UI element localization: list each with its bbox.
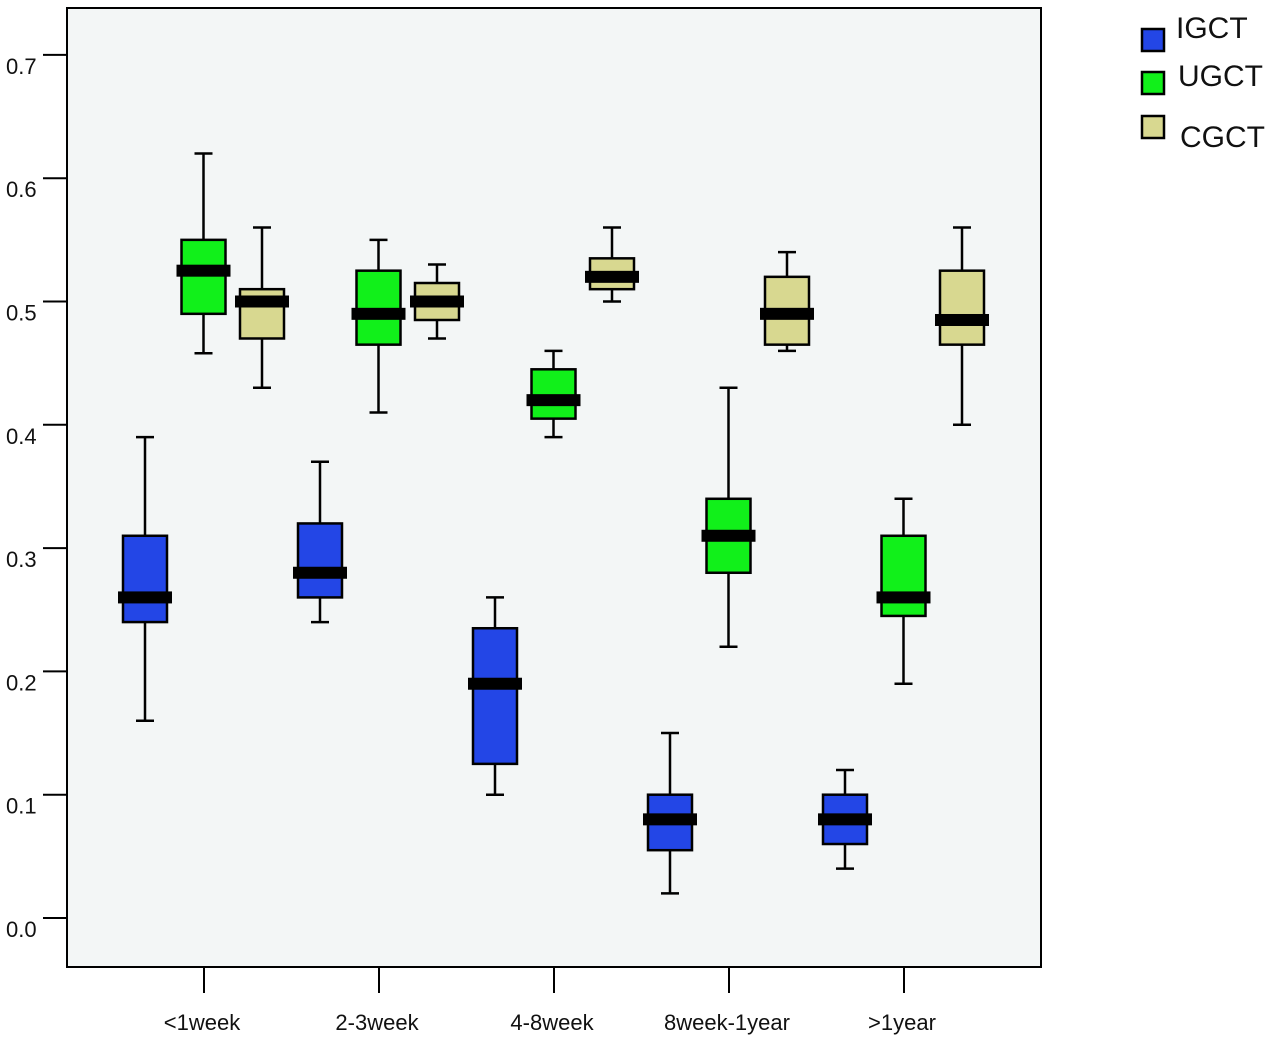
y-tick-label: 0.4 — [6, 424, 37, 449]
iqr-box — [180, 238, 227, 316]
legend-item-igct: IGCT — [1140, 12, 1248, 53]
box-ugct-3 — [526, 349, 581, 439]
legend-label: UGCT — [1178, 60, 1263, 93]
legend-item-ugct: UGCT — [1140, 60, 1263, 96]
median-bar — [876, 591, 931, 604]
y-tick-label: 0.6 — [6, 177, 37, 202]
iqr-box — [296, 522, 344, 599]
iqr-box — [471, 626, 519, 766]
median-bar — [293, 566, 347, 579]
x-axis: <1week 2-3week 4-8week 8week-1year >1year — [164, 967, 936, 1035]
median-bar — [585, 270, 639, 283]
iqr-box — [121, 534, 169, 624]
median-bar — [468, 677, 522, 690]
box-cgct-1 — [235, 226, 289, 390]
y-tick-label: 0.1 — [6, 794, 37, 819]
median-bar — [818, 813, 872, 826]
iqr-box — [355, 269, 402, 346]
median-bar — [351, 307, 406, 320]
box-igct-3 — [468, 596, 522, 796]
legend-swatch — [1140, 70, 1166, 96]
iqr-box — [530, 368, 577, 420]
y-tick-label: 0.3 — [6, 547, 37, 572]
legend-label: CGCT — [1180, 121, 1265, 154]
y-axis: 0.0 0.1 0.2 0.3 0.4 0.5 0.6 0.7 — [6, 53, 67, 942]
box-ugct-5 — [876, 497, 931, 685]
legend: IGCT UGCT CGCT — [1140, 12, 1265, 154]
box-igct-4 — [643, 731, 697, 895]
median-bar — [526, 394, 581, 407]
box-ugct-2 — [351, 238, 406, 414]
median-bar — [643, 813, 697, 826]
iqr-box — [880, 534, 927, 618]
y-tick-label: 0.2 — [6, 670, 37, 695]
legend-swatch — [1140, 27, 1166, 53]
x-tick-label: <1week — [164, 1010, 241, 1035]
box-igct-2 — [293, 460, 347, 624]
y-tick-label: 0.7 — [6, 54, 37, 79]
legend-item-cgct: CGCT — [1140, 114, 1265, 154]
median-bar — [935, 313, 989, 326]
x-tick-label: 8week-1year — [664, 1010, 790, 1035]
box-cgct-4 — [760, 250, 814, 353]
median-bar — [701, 529, 756, 542]
boxes-layer — [118, 152, 989, 895]
box-igct-1 — [118, 435, 172, 722]
x-tick-label: 4-8week — [510, 1010, 594, 1035]
box-ugct-1 — [176, 152, 231, 355]
plot-area — [66, 7, 1042, 968]
x-tick-label: >1year — [868, 1010, 936, 1035]
legend-swatch — [1140, 114, 1166, 140]
y-tick-label: 0.0 — [6, 917, 37, 942]
median-bar — [410, 295, 464, 308]
box-cgct-3 — [585, 226, 639, 303]
median-bar — [760, 307, 814, 320]
legend-label: IGCT — [1176, 12, 1248, 45]
y-tick-label: 0.5 — [6, 301, 37, 326]
box-cgct-5 — [935, 226, 989, 427]
iqr-box — [938, 269, 986, 346]
box-igct-5 — [818, 768, 872, 870]
box-cgct-2 — [410, 263, 464, 340]
median-bar — [118, 591, 172, 604]
x-tick-label: 2-3week — [335, 1010, 419, 1035]
median-bar — [176, 264, 231, 277]
box-ugct-4 — [701, 386, 756, 648]
median-bar — [235, 295, 289, 308]
